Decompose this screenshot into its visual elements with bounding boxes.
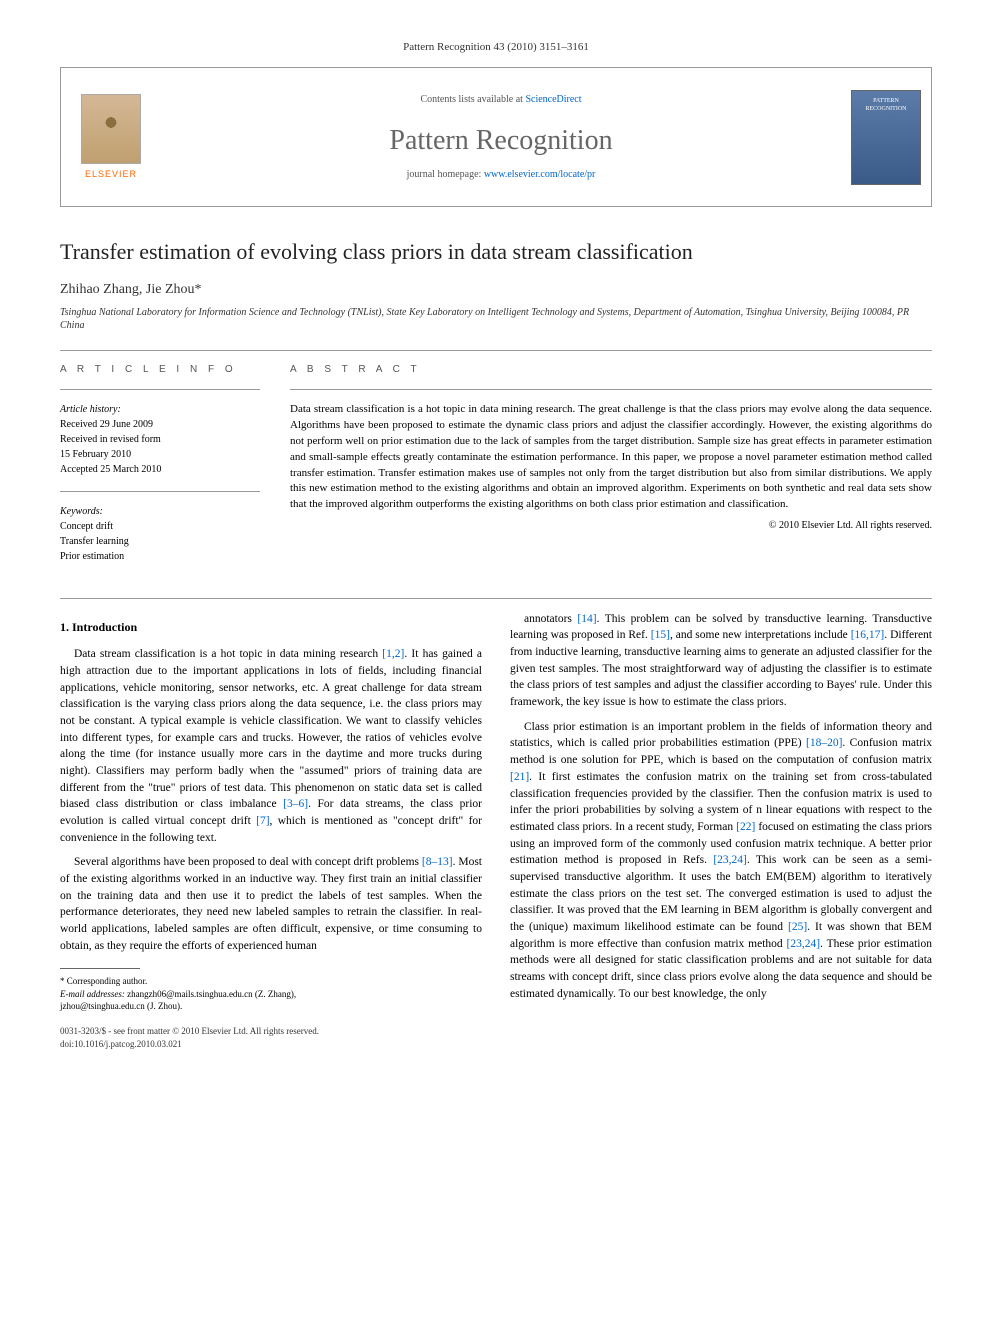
kw2: Transfer learning — [60, 536, 129, 547]
abstract-copyright: © 2010 Elsevier Ltd. All rights reserved… — [290, 519, 932, 533]
ref-21[interactable]: [21] — [510, 771, 529, 783]
p2b: . Most of the existing algorithms worked… — [60, 856, 482, 951]
elsevier-tree-icon — [81, 94, 141, 164]
ref-1-2[interactable]: [1,2] — [382, 648, 404, 660]
divider — [60, 350, 932, 351]
body-columns: 1. Introduction Data stream classificati… — [60, 611, 932, 1013]
revised: Received in revised form — [60, 434, 161, 445]
para-3: annotators [14]. This problem can be sol… — [510, 611, 932, 711]
journal-masthead: ELSEVIER Contents lists available at Sci… — [60, 67, 932, 207]
contents-text: Contents lists available at — [420, 94, 525, 105]
abstract-text: Data stream classification is a hot topi… — [290, 402, 932, 514]
kw1: Concept drift — [60, 521, 113, 532]
footer: 0031-3203/$ - see front matter © 2010 El… — [60, 1025, 932, 1050]
footnotes: * Corresponding author. E-mail addresses… — [60, 975, 482, 1013]
contents-line: Contents lists available at ScienceDirec… — [420, 93, 581, 107]
email1: zhangzh06@mails.tsinghua.edu.cn (Z. Zhan… — [125, 989, 296, 999]
ref-7[interactable]: [7] — [256, 815, 269, 827]
ref-23-24[interactable]: [23,24] — [713, 854, 747, 866]
ref-25[interactable]: [25] — [788, 921, 807, 933]
p3a: annotators — [524, 613, 577, 625]
meta-divider — [60, 389, 260, 390]
abstract-col: A B S T R A C T Data stream classificati… — [290, 363, 932, 578]
affiliation: Tsinghua National Laboratory for Informa… — [60, 306, 932, 332]
footnote-separator — [60, 968, 140, 969]
footer-line2: doi:10.1016/j.patcog.2010.03.021 — [60, 1038, 932, 1051]
ref-8-13[interactable]: [8–13] — [422, 856, 453, 868]
ref-18-20[interactable]: [18–20] — [806, 737, 842, 749]
journal-center: Contents lists available at ScienceDirec… — [161, 68, 841, 206]
p2a: Several algorithms have been proposed to… — [74, 856, 422, 868]
ref-16-17[interactable]: [16,17] — [851, 629, 885, 641]
ref-23-24b[interactable]: [23,24] — [787, 938, 821, 950]
email-label: E-mail addresses: — [60, 989, 125, 999]
p1a: Data stream classification is a hot topi… — [74, 648, 382, 660]
revised-date: 15 February 2010 — [60, 449, 131, 460]
corr-marker: * — [195, 282, 202, 297]
email-footnote: E-mail addresses: zhangzh06@mails.tsingh… — [60, 988, 482, 1013]
keywords-block: Keywords: Concept drift Transfer learnin… — [60, 504, 260, 564]
para-1: Data stream classification is a hot topi… — [60, 646, 482, 846]
article-info-col: A R T I C L E I N F O Article history: R… — [60, 363, 260, 578]
author-names: Zhihao Zhang, Jie Zhou — [60, 282, 195, 297]
corr-footnote: * Corresponding author. — [60, 975, 482, 988]
accepted: Accepted 25 March 2010 — [60, 464, 161, 475]
elsevier-logo: ELSEVIER — [61, 68, 161, 206]
ref-14[interactable]: [14] — [577, 613, 596, 625]
history-label: Article history: — [60, 404, 121, 415]
elsevier-label: ELSEVIER — [85, 168, 137, 181]
footer-line1: 0031-3203/$ - see front matter © 2010 El… — [60, 1025, 932, 1038]
cover-thumbnail: PATTERN RECOGNITION — [851, 90, 921, 185]
ref-22[interactable]: [22] — [736, 821, 755, 833]
ref-15[interactable]: [15] — [651, 629, 670, 641]
p1b: . It has gained a high attraction due to… — [60, 648, 482, 810]
meta-divider-2 — [60, 491, 260, 492]
journal-cover: PATTERN RECOGNITION — [841, 68, 931, 206]
kw3: Prior estimation — [60, 551, 124, 562]
homepage-line: journal homepage: www.elsevier.com/locat… — [407, 168, 596, 182]
abstract-divider — [290, 389, 932, 390]
para-4: Class prior estimation is an important p… — [510, 719, 932, 1002]
keywords-label: Keywords: — [60, 506, 103, 517]
authors: Zhihao Zhang, Jie Zhou* — [60, 280, 932, 300]
sciencedirect-link[interactable]: ScienceDirect — [525, 94, 581, 105]
journal-name: Pattern Recognition — [389, 121, 612, 160]
history-block: Article history: Received 29 June 2009 R… — [60, 402, 260, 477]
body-divider — [60, 598, 932, 599]
para-2: Several algorithms have been proposed to… — [60, 854, 482, 954]
running-header: Pattern Recognition 43 (2010) 3151–3161 — [60, 40, 932, 67]
homepage-link[interactable]: www.elsevier.com/locate/pr — [484, 169, 596, 180]
article-info-heading: A R T I C L E I N F O — [60, 363, 260, 377]
p3c: , and some new interpretations include — [670, 629, 851, 641]
abstract-heading: A B S T R A C T — [290, 363, 932, 377]
ref-3-6[interactable]: [3–6] — [283, 798, 308, 810]
email2: jzhou@tsinghua.edu.cn (J. Zhou). — [60, 1001, 182, 1011]
article-title: Transfer estimation of evolving class pr… — [60, 237, 932, 268]
meta-abstract-row: A R T I C L E I N F O Article history: R… — [60, 363, 932, 578]
section-1-heading: 1. Introduction — [60, 619, 482, 636]
homepage-text: journal homepage: — [407, 169, 484, 180]
cover-label-top: PATTERN — [873, 97, 899, 105]
cover-label-bottom: RECOGNITION — [866, 105, 907, 113]
received: Received 29 June 2009 — [60, 419, 153, 430]
